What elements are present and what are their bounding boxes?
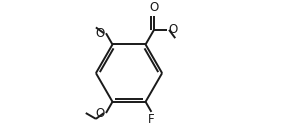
Text: O: O [96,27,105,40]
Text: O: O [168,23,177,36]
Text: O: O [96,107,105,120]
Text: F: F [148,113,155,126]
Text: O: O [149,1,159,14]
